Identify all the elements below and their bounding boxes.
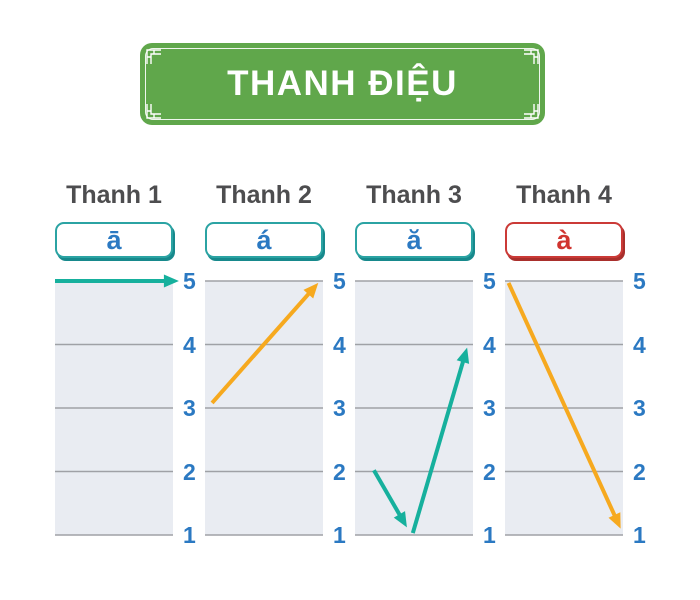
tone-panel-3: Thanh 3 ă 5 4 3 2 1 bbox=[355, 180, 505, 547]
y-tick-label: 3 bbox=[633, 395, 646, 421]
panel-title: Thanh 2 bbox=[216, 181, 312, 209]
y-tick-label: 4 bbox=[633, 331, 646, 358]
pitch-grid-svg bbox=[505, 280, 623, 536]
y-tick-label: 1 bbox=[633, 522, 646, 548]
y-tick-label: 5 bbox=[633, 268, 646, 294]
pitch-grid-svg bbox=[355, 280, 473, 536]
y-tick-label: 5 bbox=[333, 268, 346, 294]
tone-button[interactable]: à bbox=[505, 222, 623, 258]
y-tick-label: 2 bbox=[183, 458, 196, 485]
tone-mark: à bbox=[556, 225, 572, 255]
pitch-arrowhead bbox=[393, 511, 407, 528]
y-tick-label: 1 bbox=[183, 522, 196, 548]
pitch-plot: 5 4 3 2 1 bbox=[205, 269, 355, 547]
tone-panel-4: Thanh 4 à 5 4 3 2 1 bbox=[505, 180, 655, 547]
knot-corner-icon bbox=[524, 49, 539, 64]
knot-corner-icon bbox=[146, 49, 161, 64]
knot-corner-icon bbox=[146, 104, 161, 119]
panel-title: Thanh 3 bbox=[366, 181, 462, 209]
banner-title: THANH ĐIỆU bbox=[227, 64, 458, 103]
y-tick-label: 3 bbox=[333, 395, 346, 421]
panel-title: Thanh 1 bbox=[66, 181, 162, 209]
y-tick-label: 1 bbox=[483, 522, 496, 548]
tone-button[interactable]: á bbox=[205, 222, 323, 258]
y-tick-label: 4 bbox=[483, 331, 496, 358]
pitch-arrowhead bbox=[163, 274, 179, 288]
pitch-grid-svg bbox=[55, 274, 179, 536]
y-tick-label: 5 bbox=[183, 268, 196, 294]
y-tick-label: 3 bbox=[183, 395, 196, 421]
knot-corner-icon bbox=[524, 104, 539, 119]
panel-title: Thanh 4 bbox=[516, 181, 612, 209]
pitch-arrowhead bbox=[608, 512, 621, 529]
y-tick-label: 2 bbox=[483, 458, 496, 485]
pitch-arrow-line bbox=[410, 355, 467, 534]
pitch-arrow-line bbox=[210, 288, 314, 405]
tone-mark: á bbox=[256, 225, 272, 255]
y-tick-label: 2 bbox=[333, 458, 346, 485]
tone-mark: ă bbox=[406, 225, 422, 255]
y-tick-label: 2 bbox=[633, 458, 646, 485]
tone-mark: ā bbox=[106, 225, 122, 255]
pitch-arrow-line bbox=[506, 282, 619, 522]
pitch-arrow-line bbox=[372, 469, 405, 521]
tone-panel-1: Thanh 1 ā 5 4 3 2 1 bbox=[55, 180, 205, 547]
tone-button[interactable]: ă bbox=[355, 222, 473, 258]
y-tick-label: 3 bbox=[483, 395, 496, 421]
pitch-plot: 5 4 3 2 1 bbox=[505, 269, 655, 547]
y-tick-label: 4 bbox=[183, 331, 196, 358]
tone-button[interactable]: ā bbox=[55, 222, 173, 258]
y-tick-label: 1 bbox=[333, 522, 346, 548]
pitch-plot: 5 4 3 2 1 bbox=[55, 269, 205, 547]
pitch-arrowhead bbox=[303, 282, 319, 299]
pitch-grid-svg bbox=[205, 280, 323, 536]
tone-panel-2: Thanh 2 á 5 4 3 2 1 bbox=[205, 180, 355, 547]
pitch-plot: 5 4 3 2 1 bbox=[355, 269, 505, 547]
banner: THANH ĐIỆU bbox=[140, 43, 545, 125]
pitch-arrowhead bbox=[456, 347, 470, 364]
y-tick-label: 5 bbox=[483, 268, 496, 294]
y-tick-label: 4 bbox=[333, 331, 346, 358]
